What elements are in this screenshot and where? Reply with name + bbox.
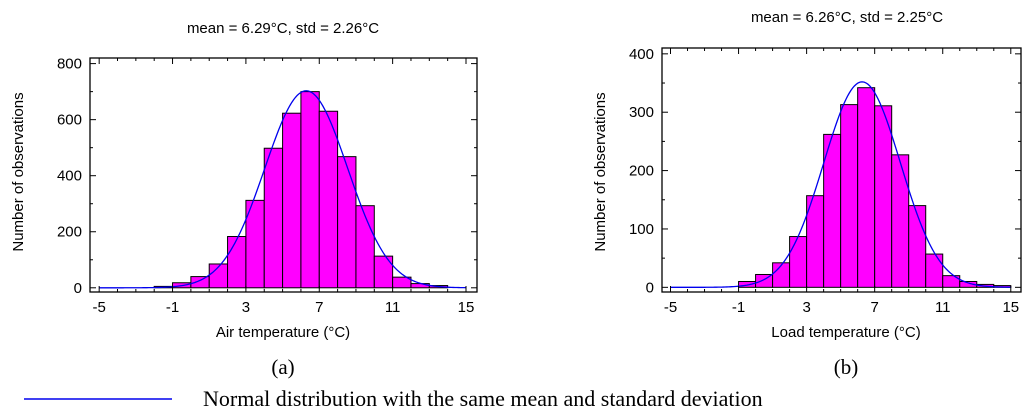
histogram-bar [263,147,284,289]
histogram-bar [337,156,357,289]
histogram-bar [318,110,339,289]
histogram-bar [925,253,944,288]
y-tick-label: 600 [57,112,82,129]
y-tick-label: 400 [57,168,82,185]
histogram-bar [190,276,210,289]
histogram-bar [772,262,791,288]
histogram-bar [227,236,247,289]
histogram-bar [891,154,910,288]
y-tick-label: 800 [57,56,82,73]
legend: Normal distribution with the same mean a… [24,386,763,411]
histogram-bar [282,112,302,289]
y-axis-label: Number of observations [10,92,27,251]
normal-curve [99,90,467,289]
plot-frame [661,47,1022,293]
chart-title: mean = 6.29°C, std = 2.26°C [187,20,379,37]
y-axis-label: Number of observations [592,92,609,251]
histogram-bar [857,87,876,288]
normal-curve [670,81,1011,288]
histogram-bar [840,104,859,288]
y-tick-label: 100 [629,221,654,238]
panel-label: (a) [271,355,294,379]
x-tick-label: 15 [1002,299,1019,316]
histogram-bar [789,236,808,288]
legend-label: Normal distribution with the same mean a… [203,386,763,411]
plot-frame [89,57,478,293]
histogram-panel-b: mean = 6.26°C, std = 2.25°C Number of ob… [592,9,1022,379]
histogram-bar [874,105,893,288]
histogram-bar [355,205,375,289]
x-axis-label: Load temperature (°C) [771,324,920,341]
y-tick-label: 200 [57,224,82,241]
x-tick-label: -1 [166,299,179,316]
histogram-bar [823,133,842,288]
y-tick-label: 0 [74,280,82,297]
histogram-bar [300,91,320,289]
x-tick-label: 3 [242,299,250,316]
x-tick-label: -5 [664,299,677,316]
x-tick-label: 11 [935,299,951,316]
x-tick-label: 11 [385,299,401,316]
x-tick-label: 7 [315,299,323,316]
x-tick-label: -5 [92,299,105,316]
x-tick-label: 15 [458,299,475,316]
histogram-bar [908,205,927,288]
x-axis-label: Air temperature (°C) [216,324,350,341]
x-tick-label: 3 [802,299,810,316]
x-tick-label: -1 [732,299,745,316]
y-tick-label: 400 [629,46,654,63]
y-tick-label: 200 [629,163,654,180]
panel-label: (b) [834,355,859,379]
y-tick-label: 300 [629,104,654,121]
histogram-bar [373,255,394,289]
y-tick-label: 0 [646,279,654,296]
x-tick-label: 7 [871,299,879,316]
histogram-panel-a: mean = 6.29°C, std = 2.26°C Number of ob… [10,20,478,379]
chart-title: mean = 6.26°C, std = 2.25°C [751,9,943,26]
histogram-bar [392,276,412,289]
